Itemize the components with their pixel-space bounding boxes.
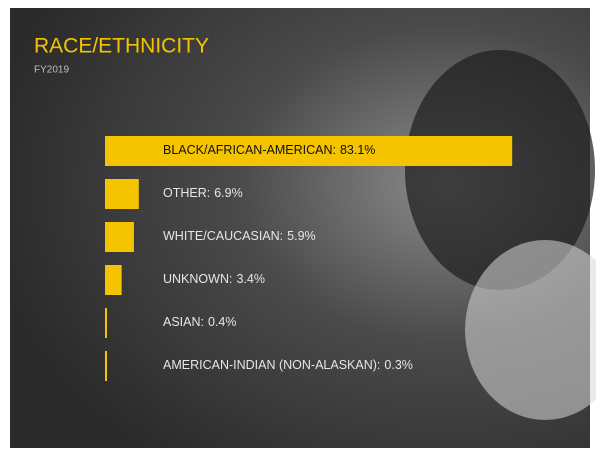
bars: BLACK/AFRICAN-AMERICAN: 83.1% OTHER: 6.9% WH… xyxy=(105,136,513,381)
bar xyxy=(105,265,122,295)
chart-title: RACE/ETHNICITY xyxy=(34,35,209,58)
value-label: 6.9% xyxy=(214,186,243,200)
category-label: AMERICAN-INDIAN (NON-ALASKAN): xyxy=(163,358,380,372)
bar xyxy=(105,222,134,252)
photo-shape xyxy=(405,50,595,290)
category-label: WHITE/CAUCASIAN: xyxy=(163,229,283,243)
bar-label: WHITE/CAUCASIAN: 5.9% xyxy=(163,229,316,243)
bar-label: BLACK/AFRICAN-AMERICAN: 83.1% xyxy=(163,143,375,157)
category-label: ASIAN: xyxy=(163,315,204,329)
bar xyxy=(105,308,107,338)
value-label: 0.4% xyxy=(208,315,237,329)
bar xyxy=(105,351,107,381)
photo-shape xyxy=(465,240,596,420)
bar-label: ASIAN: 0.4% xyxy=(163,315,237,329)
category-label: BLACK/AFRICAN-AMERICAN: xyxy=(163,143,336,157)
chart-subtitle: FY2019 xyxy=(34,65,69,76)
value-label: 83.1% xyxy=(340,143,375,157)
category-label: UNKNOWN: xyxy=(163,272,232,286)
value-label: 5.9% xyxy=(287,229,316,243)
bar xyxy=(105,179,139,209)
category-label: OTHER: xyxy=(163,186,210,200)
bar-label: AMERICAN-INDIAN (NON-ALASKAN): 0.3% xyxy=(163,358,413,372)
bar xyxy=(105,136,513,166)
value-label: 0.3% xyxy=(384,358,413,372)
bar-label: UNKNOWN: 3.4% xyxy=(163,272,265,286)
value-label: 3.4% xyxy=(236,272,265,286)
bar-label: OTHER: 6.9% xyxy=(163,186,243,200)
